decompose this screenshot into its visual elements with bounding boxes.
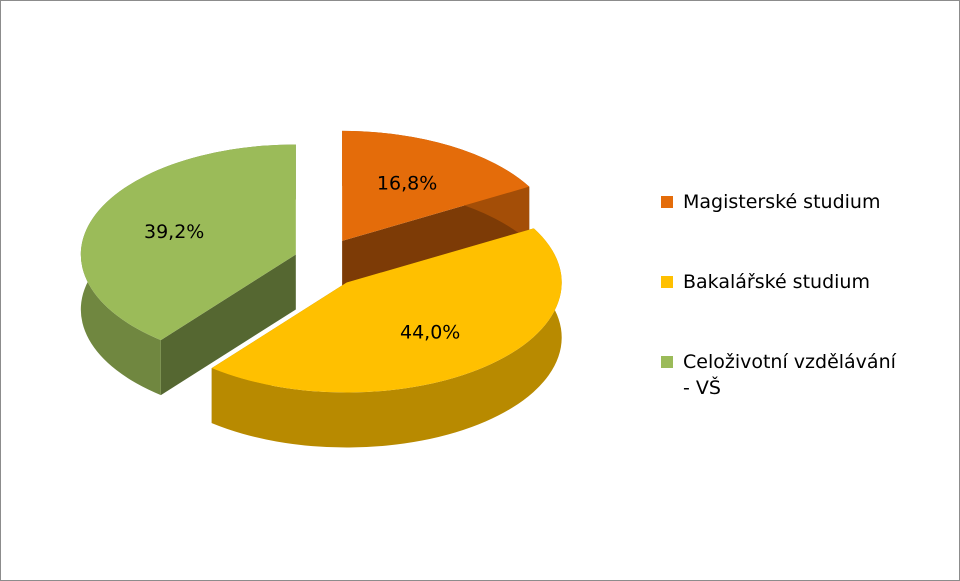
slice xyxy=(211,228,562,448)
legend: Magisterské studium Bakalářské studium Cel… xyxy=(661,189,901,455)
slice-top xyxy=(80,144,296,341)
legend-swatch xyxy=(661,196,673,208)
slice-side xyxy=(160,254,296,396)
slice xyxy=(80,144,296,396)
data-label: 16,8% xyxy=(377,172,437,194)
legend-label: Magisterské studium xyxy=(683,191,881,213)
legend-swatch xyxy=(661,276,673,288)
legend-label: Celoživotní vzdělávání - VŠ xyxy=(683,351,896,399)
legend-item: Celoživotní vzdělávání - VŠ xyxy=(661,349,901,401)
legend-swatch xyxy=(661,356,673,368)
legend-item: Magisterské studium xyxy=(661,189,901,215)
data-label: 39,2% xyxy=(144,221,204,243)
legend-label: Bakalářské studium xyxy=(683,271,870,293)
slice-wall xyxy=(211,228,562,448)
slice xyxy=(342,130,530,296)
slice-top xyxy=(211,228,562,393)
slice-top xyxy=(342,130,530,241)
legend-item: Bakalářské studium xyxy=(661,269,901,295)
slice-side xyxy=(342,186,530,296)
data-label: 44,0% xyxy=(400,321,460,343)
